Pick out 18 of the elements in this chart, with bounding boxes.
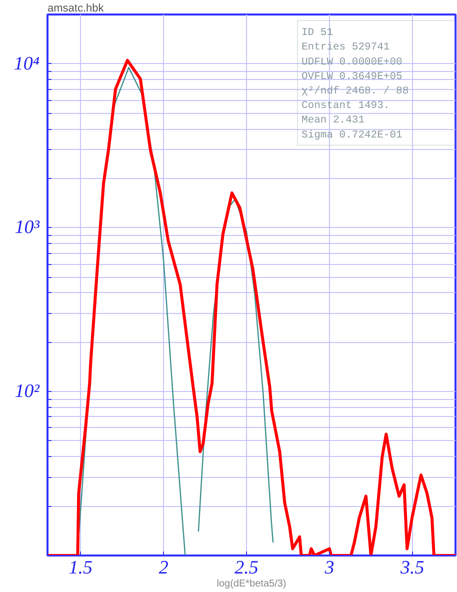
x-tick-label: 2	[158, 558, 169, 578]
annotation: Constant 1493.	[302, 100, 390, 112]
y-tick-label: 10⁴	[14, 53, 40, 74]
x-axis-title: log(dE*beta5/3)	[216, 578, 286, 590]
annotation: Entries 529741	[302, 42, 390, 54]
chart-title: amsatc.hbk	[48, 2, 104, 14]
x-tick-label: 3	[324, 558, 334, 578]
x-tick-label: 2.5	[234, 558, 258, 578]
annotation: Sigma 0.7242E-01	[302, 129, 402, 142]
annotation: χ²/ndf 2468. / 88	[302, 86, 409, 98]
annotation: ID 51	[302, 27, 334, 40]
x-tick-label: 1.5	[68, 558, 93, 578]
annotation: OVFLW 0.3649E+05	[302, 70, 402, 83]
annotation: Mean 2.431	[302, 114, 365, 127]
x-tick-label: 3.5	[400, 558, 424, 578]
annotation: UDFLW 0.0000E+00	[302, 56, 402, 68]
y-tick-label: 10³	[14, 217, 40, 238]
y-tick-label: 10²	[14, 381, 40, 402]
